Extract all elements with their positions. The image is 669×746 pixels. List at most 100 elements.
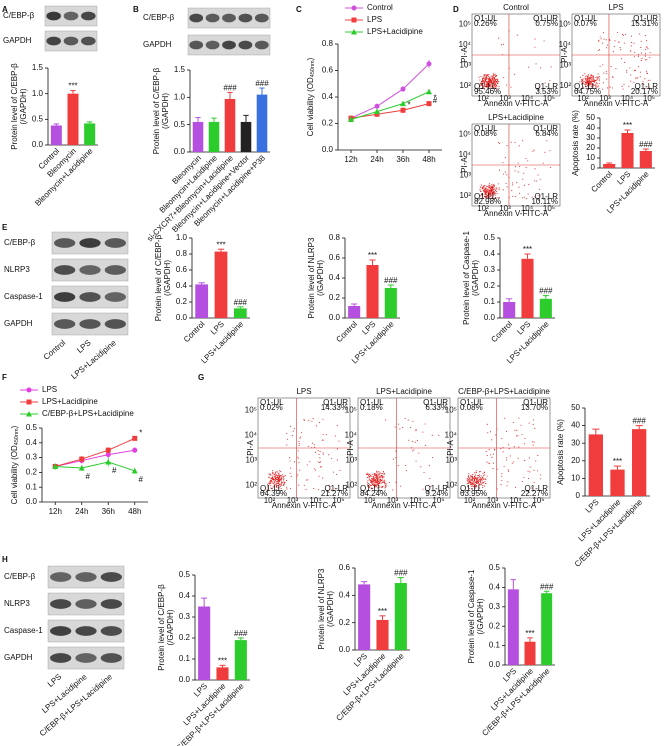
flow-event [613,45,615,48]
point [374,108,380,115]
quadrant-label: Q1-LL [360,484,383,493]
flow-event [487,189,489,191]
blot-band [189,40,204,50]
bar [195,284,209,318]
flow-event [488,185,490,187]
flow-tick: 10³ [245,456,257,465]
flow-event [272,473,274,475]
flow-event [468,480,470,482]
x-tick-label: 36h [396,155,409,164]
flow-event [272,470,274,472]
panel-letter: D [453,5,459,14]
flow-event [486,423,488,425]
flow-event [605,70,607,72]
flow-event [488,74,490,76]
flow-event [496,78,498,80]
flow-event [537,470,539,472]
flow-event [587,81,589,83]
y-tick-label: 0.5 [484,233,496,242]
bar [639,151,652,168]
flow-tick: 10³ [387,496,399,505]
flow-event [402,426,404,428]
flow-y-label: PI-A [560,47,569,63]
flow-event [481,195,484,197]
flow-event [633,42,635,44]
bar [384,288,397,318]
flow-event [473,478,475,480]
flow-event [415,460,417,462]
flow-event [490,79,492,82]
flow-event [495,86,497,88]
flow-x-label: Annexin V-FITC-A [584,99,649,108]
flow-event [371,477,373,480]
flow-event [503,43,505,45]
y-tick-label: 0.0 [489,660,501,669]
flow-event [300,436,302,438]
flow-event [524,437,526,440]
significance-mark: *** [613,457,622,466]
flow-event [317,461,319,463]
flow-event [622,88,624,90]
flow-event [284,474,286,476]
quadrant-label: Q1-UL [574,14,598,23]
flow-event [532,150,534,152]
bar [524,641,536,665]
flow-event [493,80,495,82]
flow-event [298,444,300,446]
flow-event [478,480,480,482]
flow-event [486,185,488,187]
blot-label: GAPDH [4,653,33,662]
legend-marker [26,411,32,417]
flow-event [585,81,587,83]
flow-event [277,475,279,477]
y-axis-label-sub: 450nm [310,60,316,77]
flow-event [490,454,492,456]
flow-event [534,427,536,429]
flow-event [518,145,520,147]
flow-event [373,478,375,480]
flow-event [372,483,374,485]
flow-tick: 10⁴ [521,204,534,213]
flow-event [489,191,491,193]
flow-event [494,80,497,82]
flow-event [495,192,497,194]
flow-event [630,80,632,82]
flow-event [590,79,592,81]
flow-event [597,76,599,78]
flow-event [478,483,480,485]
flow-event [483,485,486,487]
quadrant-label: 9.24% [425,489,448,498]
significance-mark: *** [623,121,632,130]
flow-event [618,41,620,43]
flow-event [531,196,533,198]
flow-tick: 10⁵ [432,496,444,505]
y-axis-label-text: Cell viability (OD [306,77,315,136]
flow-tick: 10⁴ [459,150,472,159]
flow-event [397,465,399,467]
y-axis-label: Protein level of C/EBP-β [152,67,161,154]
flow-tick: 10³ [287,496,299,505]
flow-event [474,487,477,489]
flow-event [484,474,486,476]
flow-event [269,479,271,481]
blot-band [54,319,76,329]
flow-event [515,486,517,488]
flow-event [299,469,301,471]
flow-event [496,188,498,190]
flow-event [514,429,516,431]
flow-event [481,193,483,195]
flow-event [504,157,506,159]
flow-event [404,417,406,420]
flow-event [539,188,541,190]
flow-event [372,478,374,480]
bar [240,121,252,152]
flow-event [383,473,385,475]
y-tick-label: 0 [576,491,581,500]
point [426,101,432,107]
flow-event [280,487,282,489]
flow-event [492,468,494,470]
y-tick-label: 0.1 [26,482,38,491]
flow-event [494,85,496,87]
flow-event [484,185,486,187]
flow-event [493,185,495,188]
